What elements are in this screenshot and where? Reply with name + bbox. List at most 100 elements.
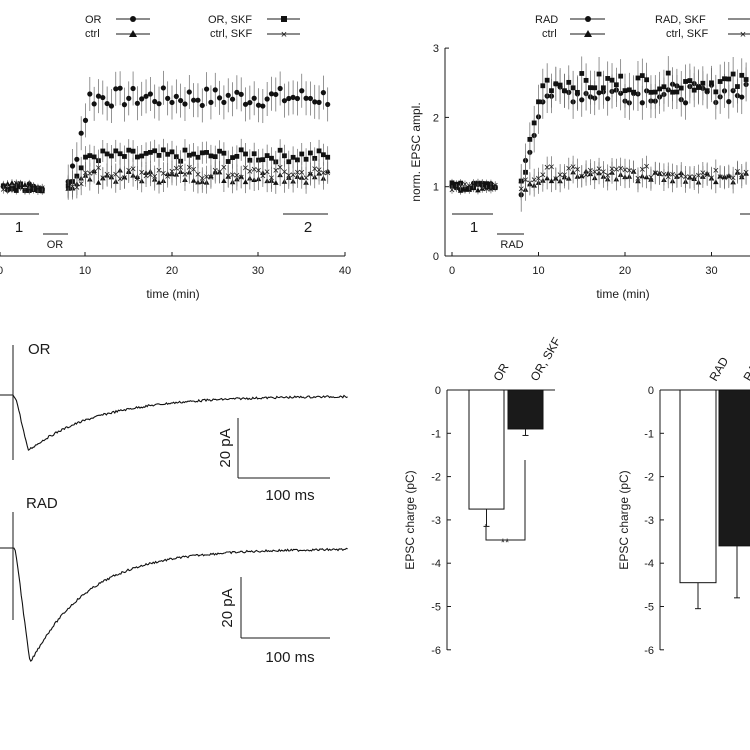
rad-ctrl-skf-point: × [691,171,697,183]
or-or-point [139,96,145,102]
rad-rad-skf-point [527,136,533,142]
or-ctrl-skf-point: × [203,171,209,183]
or-or-skf-point [74,173,80,179]
rad-rad-point [605,96,611,102]
rad-rad-skf-point [631,89,637,95]
or-or-point [113,86,119,92]
or-ctrl-skf-point: × [121,172,127,184]
or-or-point [234,89,240,95]
or-ctrl-skf-point: × [160,168,166,180]
legend-rad-label: RAD [535,14,558,26]
or-or-skf-point [251,151,257,157]
y-rad-tick-label: 1 [433,182,439,194]
rad-ctrl-skf-point: × [739,169,745,181]
or-or-point [87,91,93,97]
bar-rad-skf [718,389,750,547]
rad-rad-skf-point [588,85,593,91]
or-or-point [316,99,322,105]
or-ctrl-skf-point: × [242,162,248,174]
or-ctrl-skf-point: × [26,184,32,196]
or-or-point [169,99,175,106]
rad-ctrl-point [713,179,719,185]
or-or-skf-point [316,148,322,154]
rad-rad-skf-point [696,85,701,90]
rad-rad-skf-point [665,70,671,76]
or-ctrl-skf-point: × [212,165,218,177]
or-ctrl-skf-point: × [286,170,292,182]
or-or-skf-point [217,148,222,154]
or-or-skf-point [186,152,192,158]
or-or-point [290,94,296,100]
or-or-skf-point [165,151,171,157]
rad-rad-skf-point [592,85,598,91]
y-rad-tick-label: 2 [433,112,439,124]
or-or-point [281,98,288,104]
window-2-label-or: 2 [304,219,312,236]
or-or-point [299,88,305,94]
or-or-point [247,100,253,106]
bar-5-y-tick-label: -4 [644,558,654,570]
or-ctrl-skf-point: × [320,167,326,179]
rad-ctrl-skf-point: × [570,161,576,173]
or-ctrl-skf-point: × [78,179,84,191]
scalebar-or-y-label: 20 pA [217,428,234,467]
rad-rad-skf-point [739,72,745,78]
scalebar-rad-x-label: 100 ms [265,649,314,666]
or-or-point [173,93,179,99]
or-ctrl-skf-point: × [69,181,75,193]
scalebar-rad-y-label: 20 pA [219,588,236,627]
x-or-tick-label: 20 [166,265,178,277]
bar-5-y-tick-label: -3 [644,515,654,527]
bar-4-y-tick-label: -6 [431,645,441,657]
y-axis-label-bar-or: EPSC charge (pC) [403,470,417,569]
or-or-point [204,86,210,92]
rad-rad-skf-point [613,82,619,88]
rad-rad-skf-point [622,88,628,94]
rad-rad-skf-point [730,71,736,77]
rad-ctrl-skf-point: × [587,165,593,177]
or-or-point [82,117,89,123]
rad-ctrl-skf-point: × [596,163,602,175]
rad-rad-skf-point [449,180,455,186]
or-or-skf-point [238,147,244,153]
series-or: ×××××××××× ××××××××××××××××××××××××××××××… [0,70,331,200]
rad-rad-skf-point [700,80,706,86]
rad-ctrl-skf-point: × [548,162,554,174]
or-ctrl-skf-point: × [139,167,145,179]
or-or-point [143,93,149,99]
legend-ctrl-marker [129,30,137,37]
y-ticks-bar-or: 0 -1 -2 -3 -4 -5 -6 [431,385,451,657]
rad-rad-point [739,94,745,100]
bar-5-y-tick-label: -5 [644,602,654,614]
legend-ctrl-label: ctrl [85,28,100,40]
x-or-tick-label: 30 [252,265,264,277]
or-or-point [95,93,102,99]
rad-ctrl-skf-point: × [704,169,710,181]
y-ticks-rad: 0 1 2 3 [433,43,449,263]
rad-rad-skf-point [674,89,680,95]
or-ctrl-skf-point: × [299,167,305,179]
or-ctrl-point [4,181,11,187]
or-or-skf-point [221,150,227,156]
bars-rad [679,389,750,610]
rad-ctrl-skf-point: × [609,163,615,175]
bar-4-y-tick-label: -5 [431,602,441,614]
legend-or-skf-label: OR, SKF [208,14,252,26]
rad-ctrl-skf-point: × [492,180,498,192]
or-or-point [74,156,80,162]
or-ctrl-skf-point: × [35,184,41,196]
or-or-skf-point [191,151,197,157]
or-ctrl-skf-point: × [312,164,318,176]
or-or-point [130,85,136,92]
rad-ctrl-skf-point: × [561,170,567,182]
category-label-or: OR [490,361,511,384]
panel-or-timecourse: OR ctrl OR, SKF ctrl, SKF × 0 10 20 30 40 ti… [0,14,351,301]
or-ctrl-point [9,180,15,186]
or-or-point [229,96,236,102]
rad-ctrl-skf-point: × [483,183,489,195]
or-or-skf-point [204,150,209,155]
or-ctrl-skf-point: × [182,169,188,181]
or-or-point [325,101,331,108]
rad-ctrl-skf-point: × [449,184,455,196]
